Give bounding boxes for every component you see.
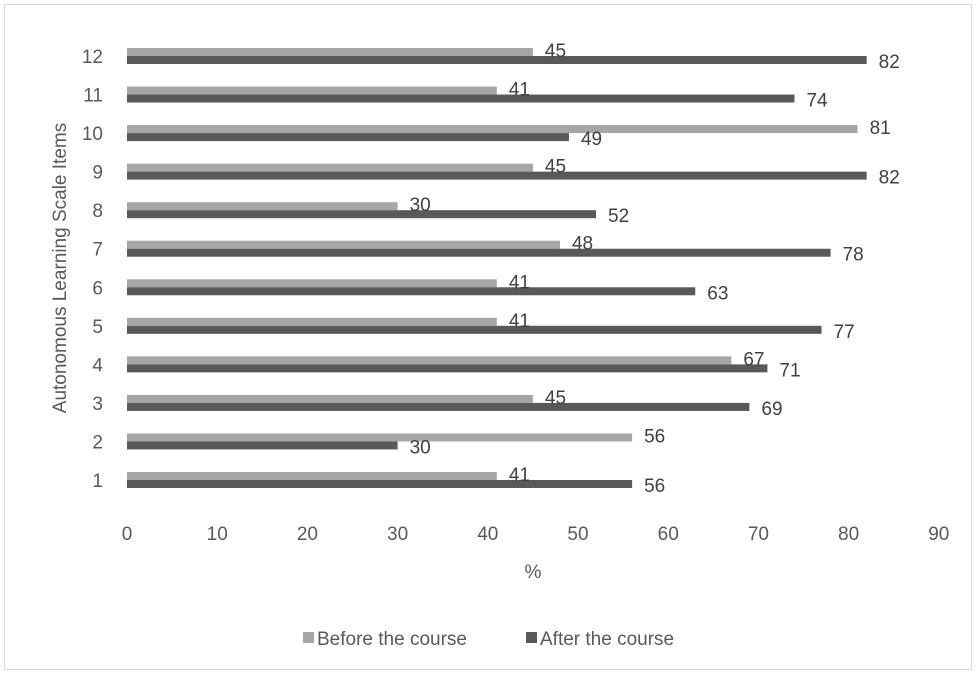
- data-label-before: 41: [509, 80, 530, 101]
- bar-before: [127, 317, 497, 326]
- data-label-after: 82: [879, 168, 900, 189]
- bar-after: [127, 56, 867, 64]
- bar-after: [127, 364, 768, 373]
- data-label-before: 81: [870, 118, 891, 139]
- bar-after: [127, 171, 867, 180]
- chart-frame: [4, 4, 972, 670]
- bar-before: [127, 163, 533, 172]
- y-tick-label: 8: [92, 201, 103, 222]
- data-label-before: 45: [545, 41, 566, 62]
- bar-after: [127, 480, 633, 488]
- y-tick-label: 10: [82, 124, 103, 145]
- data-label-after: 77: [834, 322, 855, 343]
- data-label-after: 82: [879, 52, 900, 73]
- legend-label-before: Before the course: [317, 629, 467, 650]
- bar-before: [127, 240, 560, 249]
- y-tick-label: 1: [92, 471, 103, 492]
- legend-swatch-before: [303, 632, 314, 643]
- legend-swatch-after: [526, 632, 537, 643]
- y-tick-label: 3: [92, 394, 103, 415]
- data-label-after: 49: [581, 129, 602, 150]
- bar-before: [127, 472, 497, 480]
- y-tick-label: 5: [92, 317, 103, 338]
- bar-after: [127, 441, 398, 450]
- x-tick-label: 60: [658, 524, 679, 545]
- bar-after: [127, 402, 750, 411]
- bar-before: [127, 86, 497, 95]
- x-tick-label: 30: [387, 524, 408, 545]
- bar-before: [127, 279, 497, 288]
- x-tick-label: 50: [567, 524, 588, 545]
- y-tick-label: 2: [92, 432, 103, 453]
- data-label-after: 30: [410, 437, 431, 458]
- bar-before: [127, 433, 633, 442]
- data-label-before: 56: [644, 426, 665, 447]
- x-tick-label: 80: [838, 524, 859, 545]
- data-labels: 41 56 56 30 45 69 67 71 41 77 41 63 48 78 30 52 45 82 81 49…: [410, 41, 900, 497]
- y-tick-label: 4: [92, 355, 103, 376]
- data-label-before: 45: [545, 388, 566, 409]
- x-tick-label: 90: [928, 524, 949, 545]
- data-label-after: 78: [843, 245, 864, 266]
- data-label-after: 63: [707, 283, 728, 304]
- data-label-before: 41: [509, 311, 530, 332]
- data-label-before: 48: [572, 234, 593, 255]
- data-label-before: 45: [545, 157, 566, 178]
- legend: Before the course After the course: [303, 629, 674, 650]
- x-tick-label: 0: [122, 524, 133, 545]
- data-label-after: 52: [608, 206, 629, 227]
- bar-after: [127, 287, 696, 296]
- bar-before: [127, 202, 398, 211]
- y-tick-label: 7: [92, 240, 103, 261]
- bar-after: [127, 210, 597, 219]
- y-tick-label: 12: [82, 47, 103, 68]
- x-tick-labels: 0 10 20 30 40 50 60 70 80 90: [122, 524, 950, 545]
- bar-before: [127, 48, 533, 56]
- data-label-after: 56: [644, 476, 665, 497]
- data-label-before: 30: [410, 195, 431, 216]
- y-tick-label: 11: [83, 86, 103, 107]
- data-label-before: 67: [743, 349, 764, 370]
- x-tick-label: 70: [748, 524, 769, 545]
- x-tick-label: 20: [297, 524, 318, 545]
- x-axis-title: %: [525, 562, 542, 583]
- bar-after: [127, 94, 795, 103]
- bar-after: [127, 248, 831, 257]
- y-tick-label: 6: [92, 278, 103, 299]
- data-label-after: 74: [806, 91, 828, 112]
- bar-before: [127, 125, 858, 134]
- x-tick-label: 10: [207, 524, 228, 545]
- bar-before: [127, 394, 533, 403]
- x-tick-label: 40: [477, 524, 498, 545]
- y-tick-label: 9: [92, 163, 103, 184]
- data-label-after: 71: [779, 360, 800, 381]
- data-label-before: 41: [509, 272, 530, 293]
- y-axis-title: Autonomous Learning Scale Items: [50, 123, 71, 413]
- bar-before: [127, 356, 732, 365]
- data-label-after: 69: [761, 399, 782, 420]
- bars: [127, 48, 867, 488]
- data-label-before: 41: [509, 465, 530, 486]
- bar-after: [127, 133, 569, 142]
- bar-after: [127, 325, 822, 334]
- legend-label-after: After the course: [540, 629, 674, 650]
